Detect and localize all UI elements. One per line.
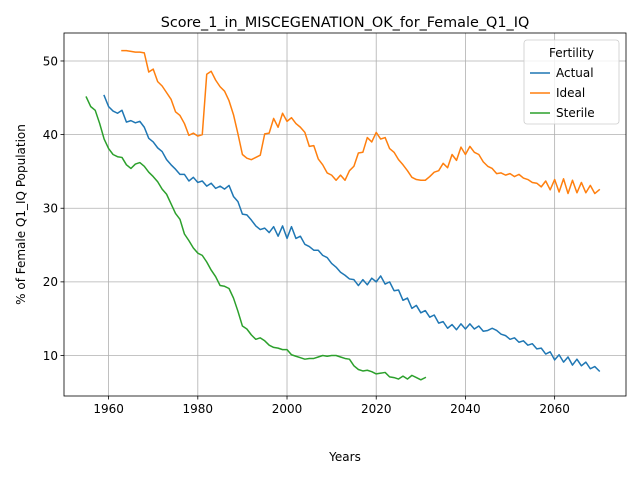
y-axis-label: % of Female Q1_IQ Population xyxy=(14,124,28,305)
y-tick-label: 30 xyxy=(43,202,58,216)
y-tick-label: 50 xyxy=(43,54,58,68)
x-tick-label: 1980 xyxy=(183,402,214,416)
x-tick-label: 1960 xyxy=(93,402,124,416)
plot-frame xyxy=(63,32,627,397)
x-tick-label: 2060 xyxy=(539,402,570,416)
legend: Fertility Actual Ideal Sterile xyxy=(523,39,620,125)
legend-label-ideal: Ideal xyxy=(556,86,585,100)
x-tick-label: 2020 xyxy=(361,402,392,416)
legend-title: Fertility xyxy=(549,46,594,60)
legend-items: Actual Ideal Sterile xyxy=(530,66,595,120)
chart-title: Score_1_in_MISCEGENATION_OK_for_Female_Q… xyxy=(161,15,530,31)
x-tick-label: 2000 xyxy=(272,402,303,416)
x-axis-label: Years xyxy=(328,450,361,464)
legend-label-actual: Actual xyxy=(556,66,594,80)
series-line-sterile xyxy=(85,96,427,381)
y-axis: 10 20 30 40 50 xyxy=(43,54,64,363)
series-line-actual xyxy=(103,94,601,373)
y-tick-label: 20 xyxy=(43,275,58,289)
series-line-ideal xyxy=(121,49,601,195)
series-lines xyxy=(85,49,601,381)
legend-label-sterile: Sterile xyxy=(556,106,595,120)
legend-box xyxy=(523,39,620,125)
y-tick-label: 10 xyxy=(43,349,58,363)
y-tick-label: 40 xyxy=(43,128,58,142)
x-tick-label: 2040 xyxy=(450,402,481,416)
x-axis: 1960 1980 2000 2020 2040 2060 xyxy=(93,396,570,416)
